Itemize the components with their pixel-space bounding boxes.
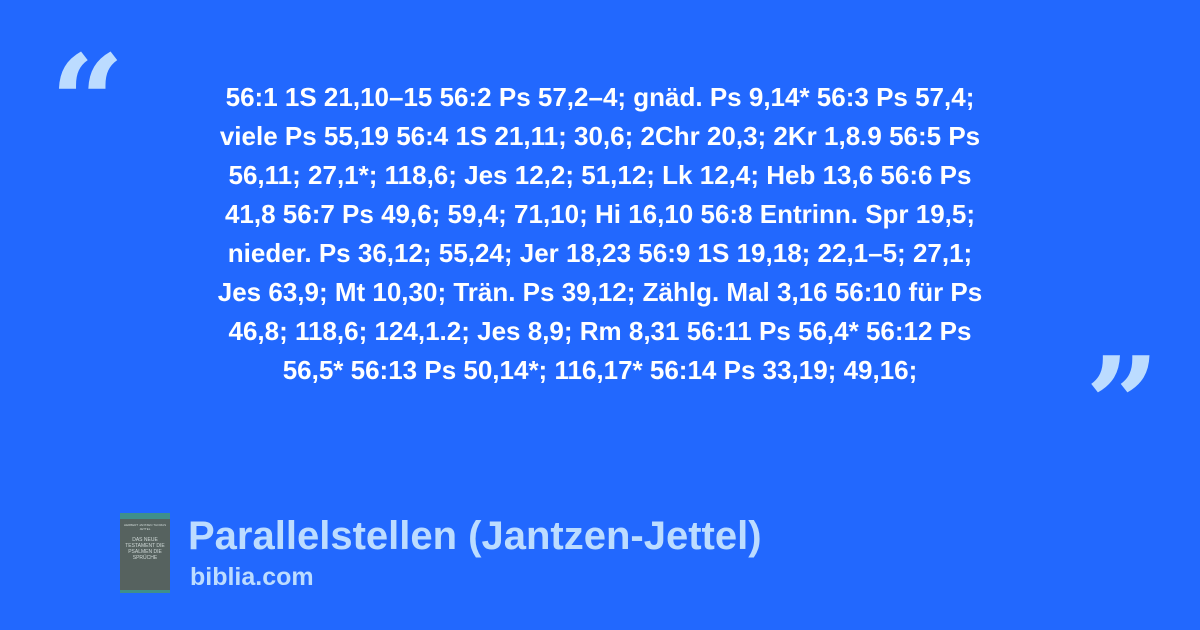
quote-line: 46,8; 118,6; 124,1.2; Jes 8,9; Rm 8,31 5… — [228, 316, 972, 346]
quote-line: viele Ps 55,19 56:4 1S 21,11; 30,6; 2Chr… — [219, 121, 981, 151]
quote-line: Jes 63,9; Mt 10,30; Trän. Ps 39,12; Zähl… — [217, 277, 983, 307]
cover-authors: HERBERT JANTZEN THOMAS JETTEL — [123, 523, 167, 531]
quote-line: 56:1 1S 21,10–15 56:2 Ps 57,2–4; gnäd. P… — [225, 82, 975, 112]
quote-line: 56,5* 56:13 Ps 50,14*; 116,17* 56:14 Ps … — [282, 355, 918, 385]
site-link[interactable]: biblia.com — [190, 563, 314, 591]
quote-text: 56:1 1S 21,10–15 56:2 Ps 57,2–4; gnäd. P… — [110, 78, 1090, 390]
quote-line: 41,8 56:7 Ps 49,6; 59,4; 71,10; Hi 16,10… — [224, 199, 976, 229]
book-cover-image: HERBERT JANTZEN THOMAS JETTEL DAS NEUE T… — [120, 513, 170, 593]
quote-line: nieder. Ps 36,12; 55,24; Jer 18,23 56:9 … — [227, 238, 973, 268]
close-quote-icon: ” — [1085, 328, 1160, 481]
book-title[interactable]: Parallelstellen (Jantzen-Jettel) — [188, 514, 762, 558]
cover-text: DAS NEUE TESTAMENT DIE PSALMEN DIE SPRÜC… — [125, 537, 165, 561]
quote-line: 56,11; 27,1*; 118,6; Jes 12,2; 51,12; Lk… — [228, 160, 972, 190]
open-quote-icon: “ — [50, 26, 125, 179]
